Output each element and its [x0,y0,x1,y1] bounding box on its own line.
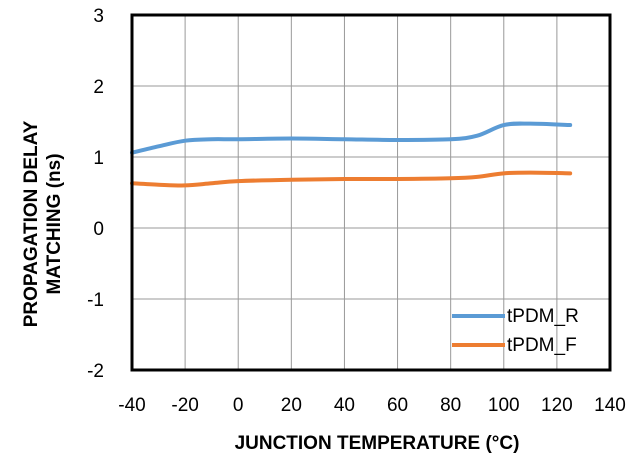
legend: tPDM_R tPDM_F [452,306,579,356]
y-axis-title-line1: PROPAGATION DELAY [21,120,42,327]
x-axis-title: JUNCTION TEMPERATURE (°C) [235,433,520,454]
y-tick-label: 0 [93,219,104,240]
x-tick-label: 0 [233,395,244,416]
y-tick-labels: -2 -1 0 1 2 3 [87,6,104,382]
x-tick-label: 40 [334,395,355,416]
plot-frame [130,13,612,372]
grid [132,15,610,370]
x-tick-label: -40 [118,395,145,416]
y-tick-label: -1 [87,290,104,311]
legend-label-tpdm-f: tPDM_F [507,335,577,356]
x-tick-label: 20 [281,395,302,416]
series-line-tpdm-f [130,170,573,188]
x-tick-label: 80 [440,395,461,416]
x-tick-label: 100 [488,395,520,416]
y-axis-title-line2: MATCHING (ns) [44,153,65,294]
y-tick-label: 1 [93,148,104,169]
y-tick-label: -2 [87,361,104,382]
series-layer [130,121,573,188]
x-tick-label: 120 [541,395,573,416]
y-tick-label: 3 [93,6,104,27]
y-tick-label: 2 [93,77,104,98]
series-line-tpdm-r [130,121,573,155]
x-tick-labels: -40 -20 0 20 40 60 80 100 120 140 [118,395,626,416]
x-tick-label: 60 [387,395,408,416]
x-tick-label: 140 [594,395,626,416]
x-tick-label: -20 [171,395,198,416]
legend-label-tpdm-r: tPDM_R [507,306,579,327]
